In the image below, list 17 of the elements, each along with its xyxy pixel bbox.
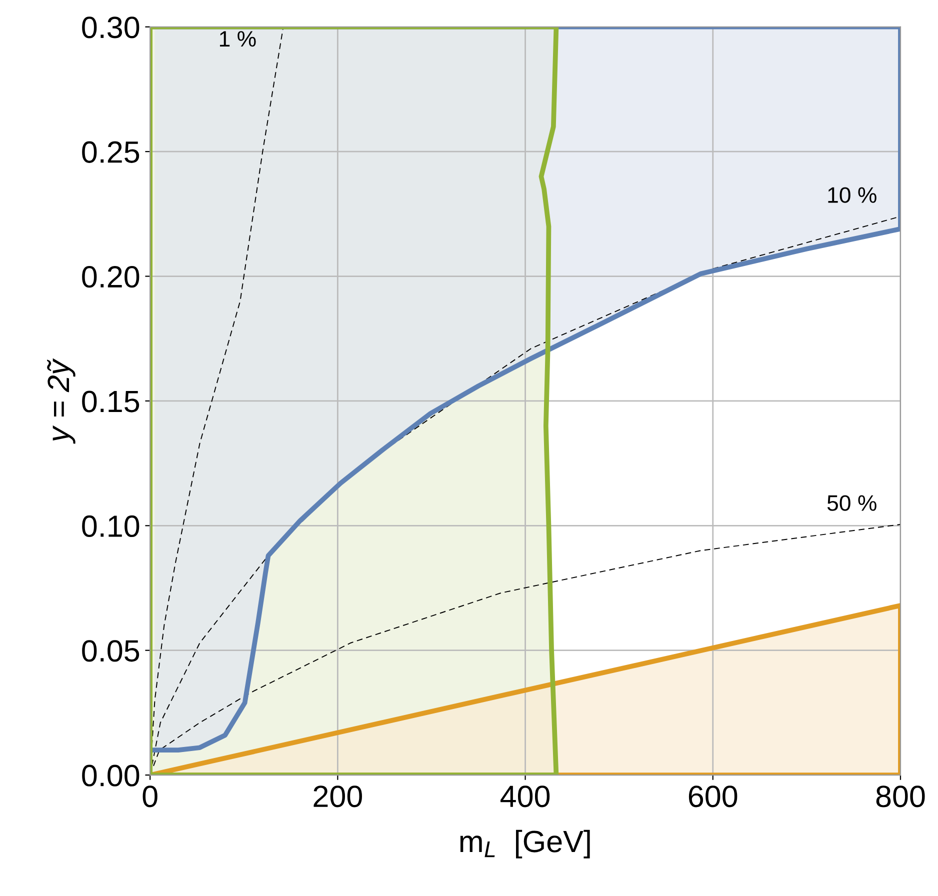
x-tick-label: 0 (142, 786, 158, 808)
x-axis-title: m$_{L}$ [GeV] (460, 830, 590, 858)
y-axis-title: y = 2ỹ (47, 358, 76, 444)
x-tick-label: 600 (688, 786, 738, 808)
x-tick-label: 800 (876, 786, 925, 808)
y-tick-label: 0.05 (82, 640, 140, 662)
y-tick-label: 0.25 (82, 141, 140, 163)
x-tick-label: 200 (314, 786, 362, 808)
y-tick-label: 0.30 (82, 16, 140, 38)
y-tick-label: 0.00 (82, 764, 140, 786)
y-tick-label: 0.15 (82, 390, 140, 412)
y-tick-label: 0.10 (82, 515, 140, 538)
y-tick-label: 0.20 (82, 266, 140, 288)
annotation: 1 % (220, 31, 256, 47)
x-tick-label: 400 (500, 786, 550, 808)
annotation: 50 % (827, 495, 876, 511)
annotation: 10 % (828, 187, 876, 203)
